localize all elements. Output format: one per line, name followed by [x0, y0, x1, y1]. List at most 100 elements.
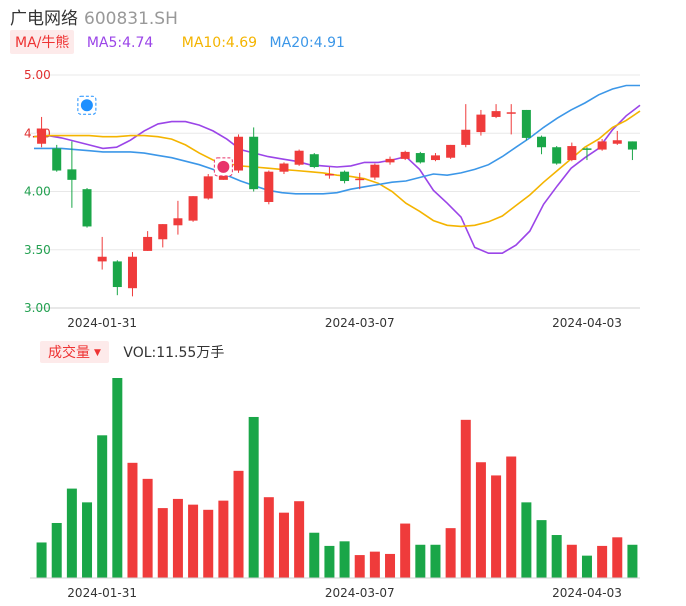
volume-legend-bar: 成交量 ▼ VOL:11.55万手	[40, 341, 225, 363]
volume-bar	[263, 497, 274, 578]
candle-body	[506, 112, 516, 114]
candle-body	[294, 150, 304, 165]
volume-bar	[566, 544, 577, 578]
volume-bar	[627, 544, 638, 578]
price-tick-label: 5.00	[24, 68, 51, 82]
candle-body	[279, 163, 289, 172]
volume-bar	[203, 509, 214, 578]
bull-marker-icon	[77, 95, 97, 115]
candle	[552, 146, 562, 165]
volume-bar	[385, 553, 396, 578]
candle-body	[158, 224, 168, 240]
date-tick-label: 2024-01-31	[67, 316, 137, 330]
ma5-label: MA5:4.74	[86, 35, 154, 51]
candle-body	[537, 136, 547, 148]
candle-body	[173, 218, 183, 226]
candle-body	[82, 189, 92, 227]
volume-bar	[218, 500, 229, 578]
bear-marker-icon	[213, 157, 233, 177]
date-tick-label: 2024-03-07	[325, 586, 395, 600]
ma-indicator-button[interactable]: MA/牛熊	[10, 30, 75, 54]
price-tick-label: 4.00	[24, 185, 51, 199]
stock-name: 广电网络	[10, 9, 78, 29]
volume-bar	[400, 523, 411, 578]
candle-body	[400, 151, 410, 159]
candle-body	[430, 155, 440, 161]
volume-bar	[506, 456, 517, 578]
date-tick-label: 2024-04-03	[552, 316, 622, 330]
volume-indicator-button[interactable]: 成交量 ▼	[40, 341, 109, 363]
price-tick-label: 3.50	[24, 243, 51, 257]
volume-bar	[460, 419, 471, 578]
volume-bar	[36, 542, 47, 578]
candlestick-series	[37, 104, 637, 297]
volume-bar	[491, 475, 502, 578]
candle-body	[597, 141, 607, 150]
volume-value-label: VOL:11.55万手	[123, 345, 225, 361]
volume-bar	[536, 520, 547, 578]
candle	[476, 109, 486, 136]
volume-bar	[339, 541, 350, 578]
volume-bar	[97, 435, 108, 578]
candle	[294, 149, 304, 166]
candle	[158, 224, 168, 248]
moving-average-lines	[33, 84, 641, 254]
date-tick-label: 2024-01-31	[67, 586, 137, 600]
volume-bar	[521, 502, 532, 578]
candle-body	[112, 261, 122, 288]
candle-body	[97, 256, 107, 262]
ma10-label: MA10:4.69	[181, 35, 258, 51]
price-date-axis: 2024-01-31 2024-03-07 2024-04-03	[67, 316, 622, 330]
candle-body	[627, 141, 637, 150]
candle-body	[370, 164, 380, 178]
signal-markers	[77, 95, 233, 177]
volume-bar	[278, 512, 289, 578]
candle	[385, 156, 395, 165]
volume-bar-series	[30, 378, 640, 579]
volume-bar	[445, 528, 456, 578]
volume-bar	[309, 532, 320, 578]
ma20-label: MA20:4.91	[269, 35, 345, 51]
candle	[370, 163, 380, 180]
candle-body	[52, 148, 62, 171]
volume-bar	[612, 537, 623, 578]
candle	[355, 172, 365, 190]
candle-body	[461, 129, 471, 145]
candle	[127, 252, 137, 297]
candle-body	[340, 171, 350, 182]
volume-button-label: 成交量	[48, 345, 90, 361]
volume-bar	[142, 478, 153, 578]
candle-body	[552, 147, 562, 164]
candle	[97, 236, 107, 270]
volume-bar	[248, 416, 259, 578]
candle-body	[188, 196, 198, 221]
candle	[612, 130, 622, 145]
candle-body	[143, 236, 153, 251]
candle-body	[37, 128, 47, 144]
candle	[415, 151, 425, 164]
volume-bar	[551, 535, 562, 578]
ma5-line	[33, 104, 641, 254]
candle-body	[567, 146, 577, 161]
volume-bar	[430, 544, 441, 578]
volume-bar	[172, 498, 183, 578]
candle	[491, 104, 501, 119]
price-tick-label: 3.00	[24, 301, 51, 315]
volume-bar	[112, 378, 123, 578]
candle	[309, 153, 319, 169]
volume-bar	[51, 522, 62, 578]
candle	[143, 231, 153, 251]
volume-bar	[233, 470, 244, 578]
marker-dot	[80, 99, 93, 112]
candle-body	[67, 169, 77, 180]
candle	[446, 144, 456, 159]
volume-bar	[157, 508, 168, 578]
volume-bar	[294, 501, 305, 578]
candle-body	[203, 176, 213, 199]
price-gridlines	[30, 74, 640, 309]
volume-bar	[415, 544, 426, 578]
volume-bar	[66, 488, 77, 578]
ma20-line	[34, 84, 640, 195]
candle-body	[234, 136, 244, 171]
